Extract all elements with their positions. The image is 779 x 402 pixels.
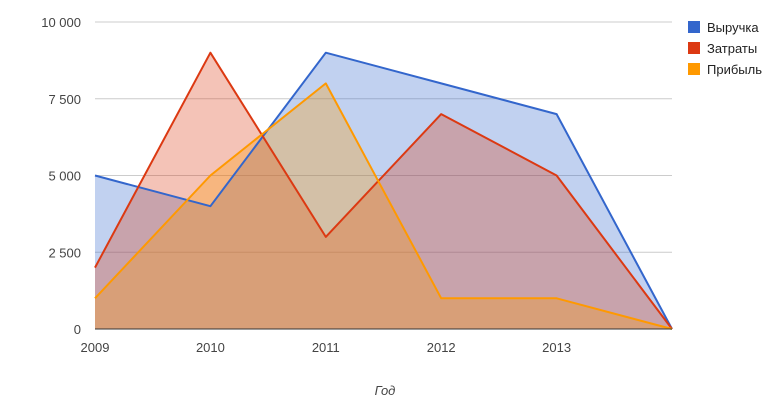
legend-label: Прибыль — [707, 62, 762, 77]
legend-swatch — [688, 21, 700, 33]
series-lines — [94, 51, 673, 330]
x-tick-label: 2009 — [81, 340, 110, 355]
y-tick-label: 5 000 — [48, 169, 81, 184]
gridlines — [95, 21, 672, 253]
x-tick-label: 2011 — [312, 340, 340, 355]
legend-label: Выручка — [707, 20, 759, 35]
x-tick-label: 2010 — [196, 340, 225, 355]
x-tick-label: 2013 — [542, 340, 571, 355]
y-tick-label: 0 — [74, 322, 81, 337]
legend: Выручка Затраты Прибыль — [688, 20, 762, 77]
y-tick-label: 10 000 — [41, 15, 81, 30]
y-tick-label: 7 500 — [48, 92, 81, 107]
x-tick-label: 2012 — [427, 340, 456, 355]
series-line-0 — [94, 51, 673, 330]
legend-swatch — [688, 63, 700, 75]
legend-swatch — [688, 42, 700, 54]
legend-label: Затраты — [707, 41, 757, 56]
series-line-1 — [94, 51, 673, 330]
y-tick-label: 2 500 — [48, 245, 81, 260]
series-area-2 — [95, 83, 672, 330]
axes: 0 2 500 5 000 7 500 10 000 2009 2010 2011 2012 20… — [41, 15, 672, 355]
series-line-2 — [94, 82, 673, 330]
x-axis-title: Год — [375, 383, 396, 398]
